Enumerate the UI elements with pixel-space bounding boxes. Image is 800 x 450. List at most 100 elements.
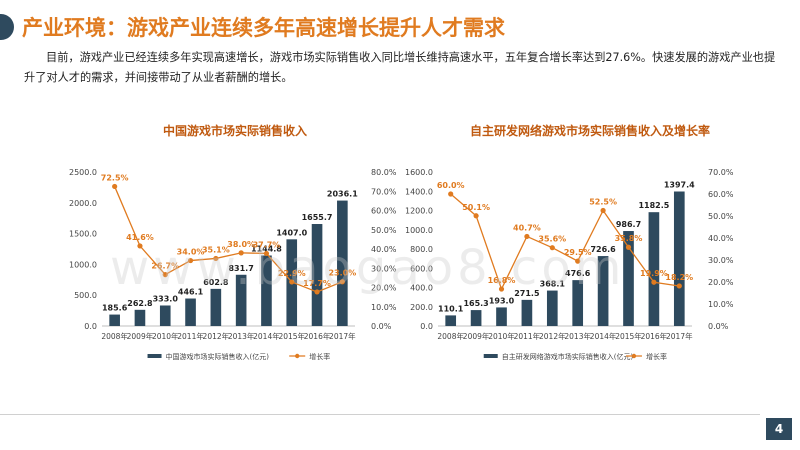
y-left-tick-label: 0.0 <box>420 322 433 331</box>
bar-data-label: 193.0 <box>489 296 515 305</box>
bar <box>445 315 457 326</box>
growth-rate-point <box>575 258 581 264</box>
y-left-tick-label: 500.0 <box>74 291 97 300</box>
y-right-tick-label: 40.0% <box>708 234 734 243</box>
growth-rate-label: 35.8% <box>615 234 643 243</box>
legend-line-marker <box>295 353 300 359</box>
growth-rate-label: 22.9% <box>278 269 306 278</box>
x-tick-label: 2011年 <box>177 331 204 341</box>
x-tick-label: 2010年 <box>488 331 515 341</box>
bar <box>235 274 247 326</box>
growth-rate-point <box>448 191 454 197</box>
bar-data-label: 110.1 <box>438 304 464 313</box>
y-right-tick-label: 70.0% <box>708 168 734 177</box>
y-right-tick-label: 20.0% <box>371 284 397 293</box>
x-tick-label: 2014年 <box>590 331 617 341</box>
y-left-tick-label: 1000.0 <box>405 226 433 235</box>
growth-rate-point <box>238 250 244 256</box>
footer-divider <box>0 414 760 415</box>
bar <box>261 255 272 326</box>
chart-1-title: 中国游戏市场实际销售收入 <box>162 124 307 138</box>
legend-line-marker <box>631 353 637 359</box>
y-right-tick-label: 50.0% <box>371 226 397 235</box>
bar-data-label: 726.6 <box>590 245 616 254</box>
bar-data-label: 368.1 <box>540 280 566 289</box>
y-right-tick-label: 70.0% <box>371 187 397 196</box>
bar-data-label: 271.5 <box>514 289 540 298</box>
y-right-tick-label: 80.0% <box>371 168 397 177</box>
growth-rate-point <box>524 233 530 240</box>
bar-data-label: 831.7 <box>228 264 253 273</box>
page-title: 产业环境：游戏产业连续多年高速增长提升人才需求 <box>22 15 505 40</box>
x-tick-label: 2014年 <box>253 331 280 341</box>
y-right-tick-label: 30.0% <box>708 256 734 265</box>
y-right-tick-label: 60.0% <box>708 190 734 199</box>
growth-rate-label: 23.0% <box>328 269 356 278</box>
y-right-tick-label: 0.0% <box>371 322 392 331</box>
growth-rate-point <box>600 207 606 214</box>
bar <box>673 191 685 326</box>
x-tick-label: 2009年 <box>463 331 490 341</box>
x-tick-label: 2012年 <box>203 331 230 341</box>
bar-data-label: 1407.0 <box>276 228 307 237</box>
x-tick-label: 2013年 <box>564 331 591 341</box>
bar-data-label: 986.7 <box>616 220 641 229</box>
growth-rate-label: 18.2% <box>665 273 693 282</box>
y-left-tick-label: 1000.0 <box>69 260 97 269</box>
bar <box>210 288 222 326</box>
y-left-tick-label: 2000.0 <box>69 199 97 208</box>
growth-rate-line <box>450 193 680 291</box>
growth-rate-label: 40.7% <box>513 223 541 232</box>
growth-rate-label: 19.9% <box>640 269 668 278</box>
intro-paragraph: 目前，游戏产业已经连续多年实现高速增长，游戏市场实际销售收入同比增长维持高速水平… <box>24 51 776 84</box>
y-right-tick-label: 50.0% <box>708 212 734 221</box>
x-tick-label: 2008年 <box>437 331 464 341</box>
chart-1-game-market-revenue: 0.0 500.0 1000.0 1500.0 2000.0 2500.0 0.0% 10.0… <box>69 168 397 361</box>
x-tick-label: 2015年 <box>278 331 305 341</box>
growth-rate-point <box>314 289 320 295</box>
chart-2-self-developed-revenue: 0.0 200.0 400.0 600.0 800.0 1000.0 1200.0 1400.… <box>405 168 734 361</box>
growth-rate-point <box>625 244 632 250</box>
growth-rate-label: 50.1% <box>462 203 490 212</box>
bar <box>546 290 558 326</box>
y-left-tick-label: 1600.0 <box>405 168 433 177</box>
bar <box>521 299 533 326</box>
bar <box>496 307 507 326</box>
growth-rate-label: 52.5% <box>589 198 617 207</box>
legend-line-label: 增长率 <box>646 352 667 361</box>
bar <box>597 256 609 326</box>
y-right-tick-label: 0.0% <box>708 322 729 331</box>
y-left-tick-label: 800.0 <box>410 245 433 254</box>
growth-rate-label: 37.7% <box>253 240 281 249</box>
growth-rate-label: 60.0% <box>437 181 465 190</box>
bar <box>337 200 348 326</box>
x-tick-label: 2011年 <box>514 331 541 341</box>
growth-rate-point <box>263 250 270 257</box>
growth-rate-label: 34.0% <box>177 248 205 257</box>
growth-rate-label: 26.7% <box>151 262 179 271</box>
y-left-tick-label: 1500.0 <box>69 230 97 239</box>
x-tick-label: 2016年 <box>641 331 668 341</box>
legend-bar-label: 自主研发网络游戏市场实际销售收入(亿元) <box>502 352 634 361</box>
y-left-tick-label: 1200.0 <box>405 207 433 216</box>
bar-data-label: 1397.4 <box>664 181 695 190</box>
growth-rate-label: 38.0% <box>227 240 255 249</box>
growth-rate-point <box>498 286 505 292</box>
bar-data-label: 1144.8 <box>251 244 282 253</box>
bar-data-label: 446.1 <box>178 288 204 297</box>
bar-data-label: 165.3 <box>463 299 488 308</box>
bar-data-label: 333.0 <box>153 294 179 303</box>
y-left-tick-label: 2500.0 <box>69 168 97 177</box>
y-right-tick-label: 60.0% <box>371 207 397 216</box>
growth-rate-point <box>651 279 657 285</box>
page-number: 4 <box>766 418 792 440</box>
legend-bar-swatch <box>483 354 498 358</box>
bar <box>159 305 171 326</box>
chart-2-title: 自主研发网络游戏市场实际销售收入及增长率 <box>469 124 710 138</box>
growth-rate-label: 41.6% <box>126 233 154 242</box>
growth-rate-label: 16.8% <box>488 276 516 285</box>
x-tick-label: 2012年 <box>539 331 566 341</box>
x-tick-label: 2013年 <box>228 331 255 341</box>
bar-data-label: 1655.7 <box>302 213 333 222</box>
x-tick-label: 2015年 <box>615 331 642 341</box>
